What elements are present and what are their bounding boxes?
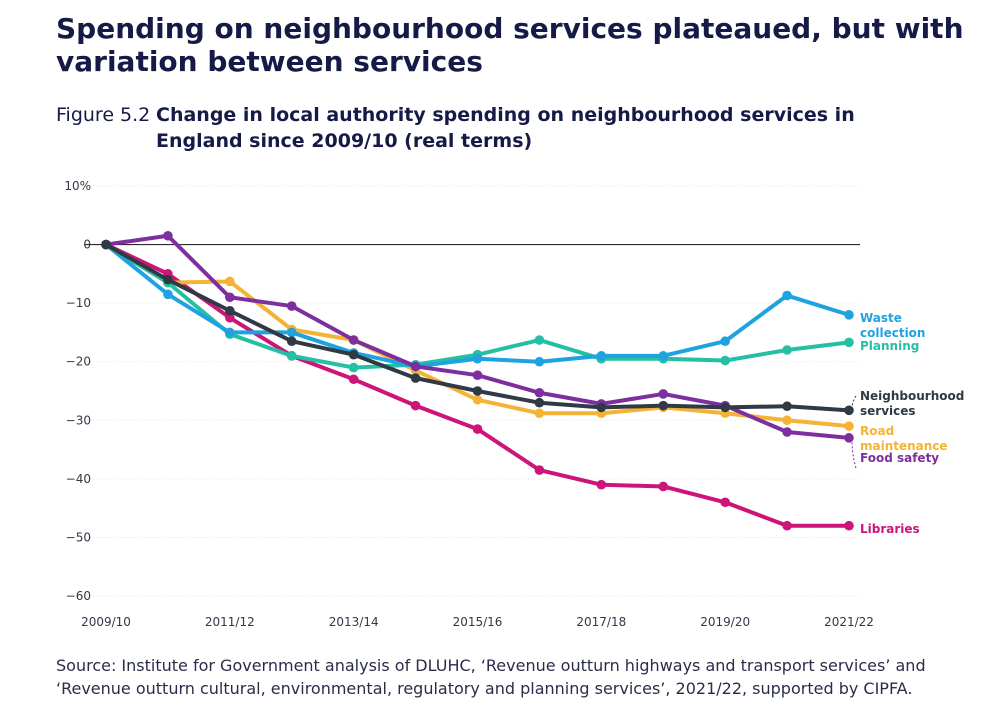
data-point — [658, 389, 669, 399]
data-point — [348, 374, 359, 385]
series-road-maintenance — [101, 239, 854, 431]
data-point — [472, 353, 483, 364]
data-point — [163, 274, 173, 285]
data-point — [596, 402, 607, 413]
headline: Spending on neighbourhood services plate… — [56, 12, 964, 78]
data-point — [286, 327, 297, 338]
data-point — [844, 421, 854, 431]
data-point — [720, 355, 730, 366]
x-tick-label: 2021/22 — [824, 615, 874, 629]
series-food-safety — [101, 230, 854, 443]
data-point — [782, 290, 792, 301]
data-point — [225, 292, 235, 303]
x-tick-label: 2011/12 — [205, 615, 255, 629]
data-point — [658, 351, 669, 361]
data-point — [410, 373, 421, 383]
x-tick-label: 2009/10 — [81, 615, 131, 629]
y-tick-label: −30 — [66, 413, 91, 427]
data-point — [844, 433, 854, 443]
data-point — [472, 370, 483, 380]
data-point — [658, 481, 669, 492]
data-point — [782, 427, 792, 437]
figure-heading: Figure 5.2 Change in local authority spen… — [56, 102, 956, 154]
series-waste-collection — [101, 239, 854, 372]
data-point — [286, 301, 297, 311]
label-connector — [851, 440, 857, 469]
series-lines — [101, 230, 854, 531]
data-point — [410, 361, 421, 372]
y-tick-label: 10% — [64, 179, 91, 193]
label-neighbourhood-services: Neighbourhood services — [860, 389, 964, 418]
data-point — [534, 397, 545, 408]
y-tick-label: −20 — [66, 355, 91, 369]
y-tick-label: −10 — [66, 296, 91, 310]
data-point — [658, 400, 669, 411]
data-point — [534, 387, 545, 398]
y-tick-label: −40 — [66, 472, 91, 486]
y-axis-ticks: 10% 0 −10 −20 −30 −40 −50 −60 — [64, 179, 91, 603]
data-point — [782, 345, 792, 355]
data-point — [348, 349, 359, 360]
data-point — [534, 408, 545, 419]
figure-title: Change in local authority spending on ne… — [156, 104, 855, 152]
data-point — [163, 230, 173, 241]
data-point — [225, 312, 235, 323]
label-road-maintenance: Road maintenance — [860, 424, 948, 453]
data-point — [101, 239, 111, 250]
data-point — [596, 351, 607, 361]
series-neighbourhood-services — [101, 239, 854, 416]
data-point — [348, 335, 359, 345]
data-point — [720, 402, 730, 413]
data-point — [534, 335, 545, 345]
y-tick-label: −60 — [66, 589, 91, 603]
data-point — [534, 356, 545, 367]
x-tick-label: 2019/20 — [700, 615, 750, 629]
data-point — [472, 386, 483, 396]
line-chart: 10% 0 −10 −20 −30 −40 −50 −60 2009/10 2011/12 201… — [64, 179, 964, 629]
y-tick-label: −50 — [66, 530, 91, 544]
data-point — [782, 415, 792, 426]
data-point — [844, 405, 854, 416]
figure-label: Figure 5.2 — [56, 104, 151, 126]
data-point — [286, 336, 297, 347]
data-point — [410, 400, 421, 411]
data-point — [534, 465, 545, 475]
label-connector — [851, 395, 857, 409]
data-point — [225, 305, 235, 316]
data-point — [782, 401, 792, 412]
data-point — [844, 310, 854, 320]
label-waste-collection: Waste collection — [860, 311, 925, 340]
series-line-neighbourhood-services — [104, 242, 851, 413]
data-point — [225, 276, 235, 287]
data-point — [844, 520, 854, 531]
label-planning: Planning — [860, 339, 919, 353]
data-point — [286, 351, 297, 361]
data-point — [163, 289, 173, 300]
data-point — [720, 497, 730, 508]
data-point — [472, 394, 483, 405]
x-tick-label: 2013/14 — [329, 615, 379, 629]
data-point — [720, 336, 730, 347]
data-point — [596, 479, 607, 490]
y-tick-label: 0 — [83, 238, 91, 252]
source-note: Source: Institute for Government analysi… — [56, 656, 926, 698]
data-point — [782, 520, 792, 531]
data-point — [472, 424, 483, 434]
data-point — [225, 327, 235, 338]
data-point — [348, 362, 359, 373]
x-axis-ticks: 2009/10 2011/12 2013/14 2015/16 2017/18 2019/… — [81, 615, 874, 629]
label-food-safety: Food safety — [860, 451, 939, 465]
label-libraries: Libraries — [860, 522, 920, 536]
x-tick-label: 2017/18 — [576, 615, 626, 629]
x-tick-label: 2015/16 — [453, 615, 503, 629]
data-point — [844, 337, 854, 348]
